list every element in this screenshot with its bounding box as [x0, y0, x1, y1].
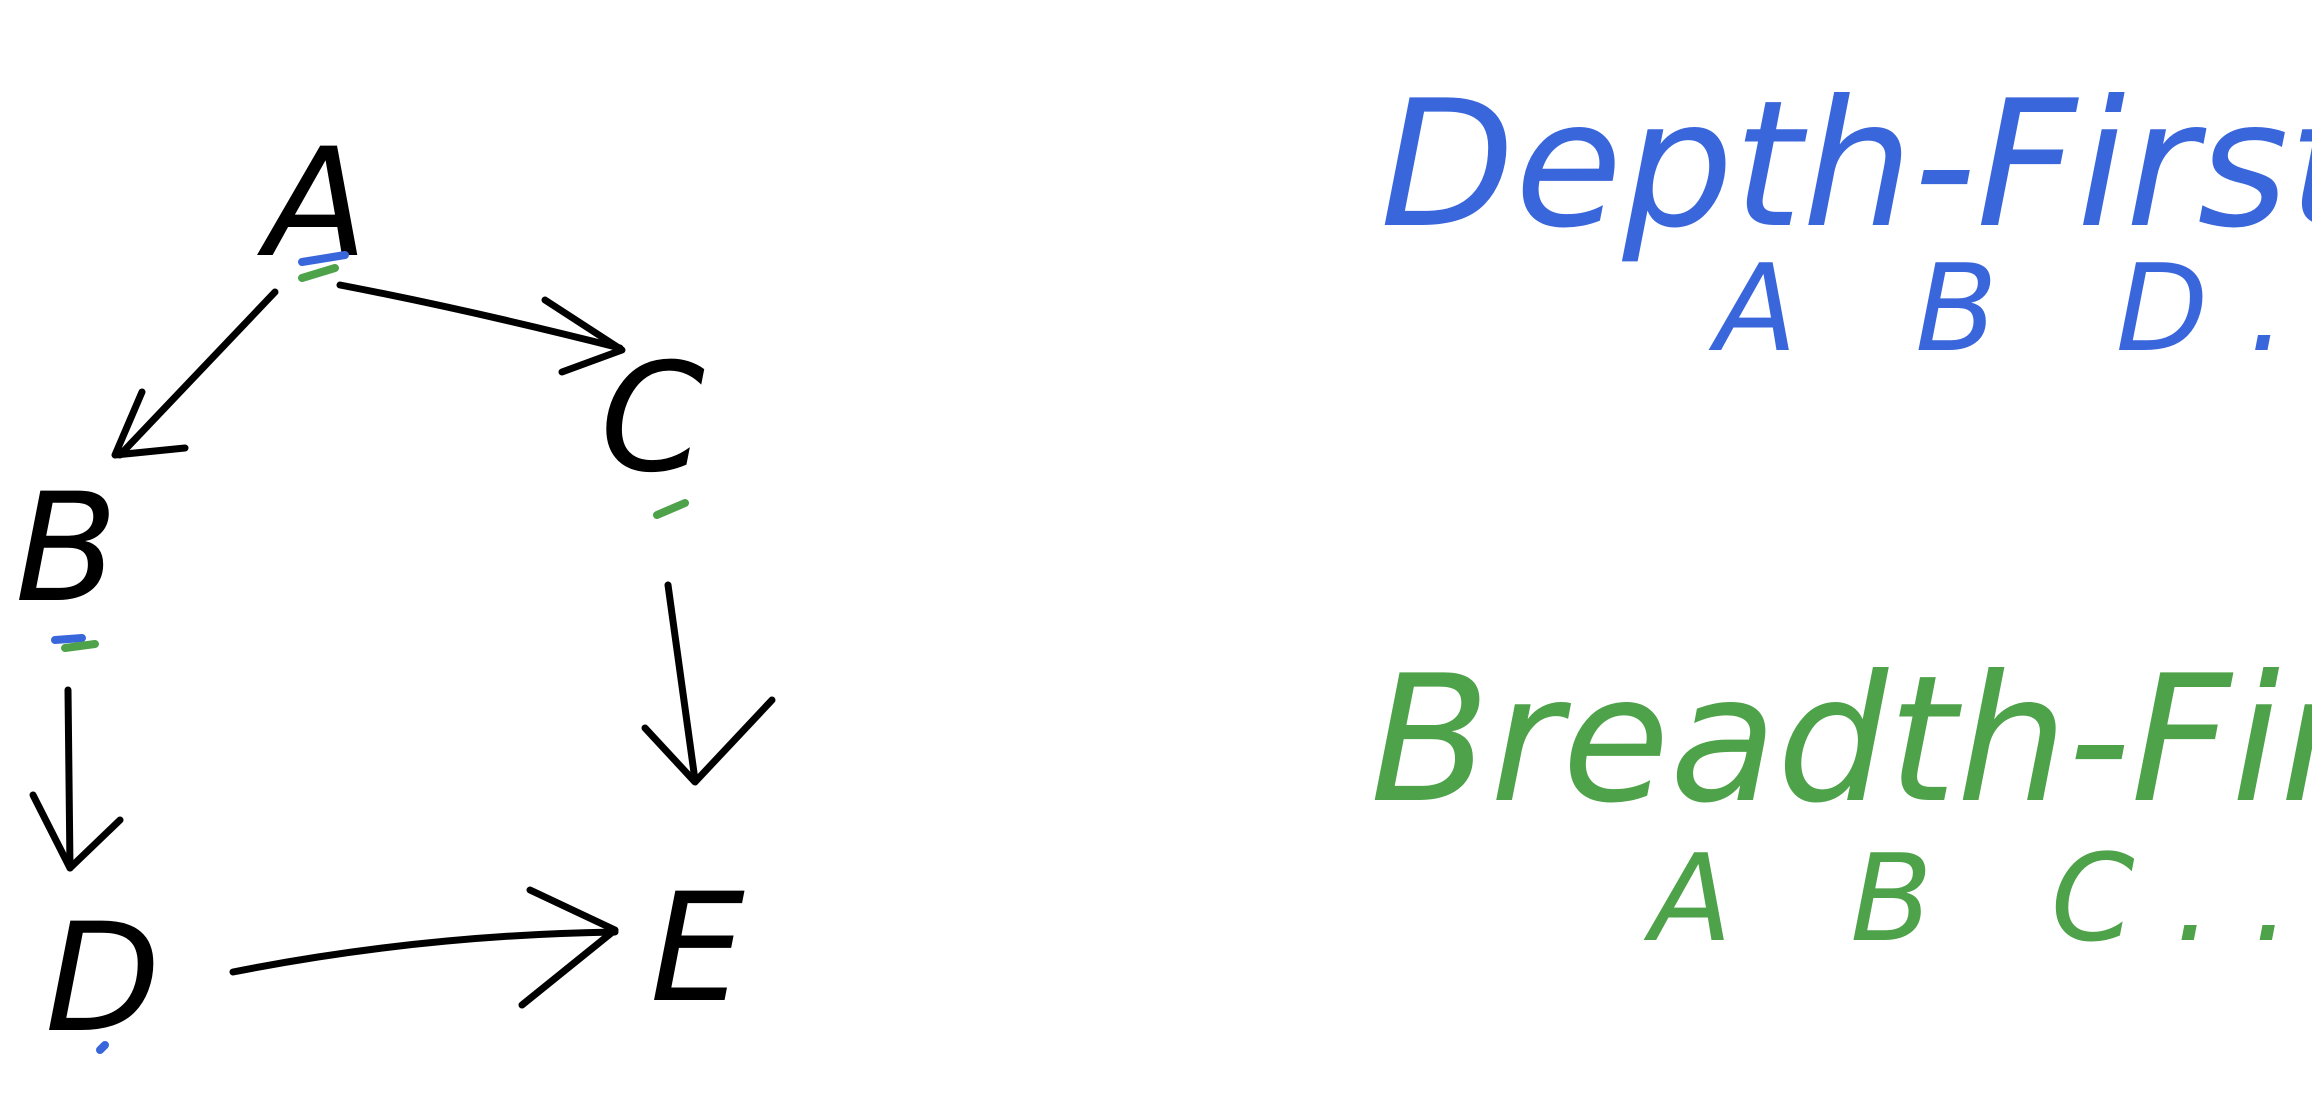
breadth-first-mark-b: [61, 640, 99, 652]
edge-c-e: [641, 581, 776, 786]
breadth-first-label: Breadth-First: A B C...: [1370, 639, 2312, 969]
breadth-first-mark-c: [653, 499, 689, 519]
node-a: A: [257, 117, 368, 291]
depth-first-heading: Depth-First:: [1380, 64, 2312, 267]
breadth-first-sequence: A B C...: [1643, 830, 2312, 969]
node-b: B: [15, 462, 118, 636]
depth-first-mark-d: [96, 1041, 109, 1054]
breadth-first-heading: Breadth-First:: [1370, 639, 2312, 842]
depth-first-sequence: A B D...: [1708, 240, 2312, 379]
edge-a-b: [111, 288, 279, 459]
visit-marks: [51, 251, 689, 1054]
node-c: C: [600, 332, 705, 506]
node-e: E: [650, 862, 745, 1036]
edge-a-c: [336, 281, 626, 376]
depth-first-label: Depth-First: A B D...: [1380, 64, 2312, 379]
breadth-first-mark-a: [298, 264, 339, 282]
edge-b-d: [29, 686, 124, 872]
depth-first-mark-b: [51, 634, 86, 644]
edge-d-e: [229, 886, 619, 1009]
node-d: D: [45, 892, 161, 1066]
depth-first-mark-a: [298, 251, 349, 266]
